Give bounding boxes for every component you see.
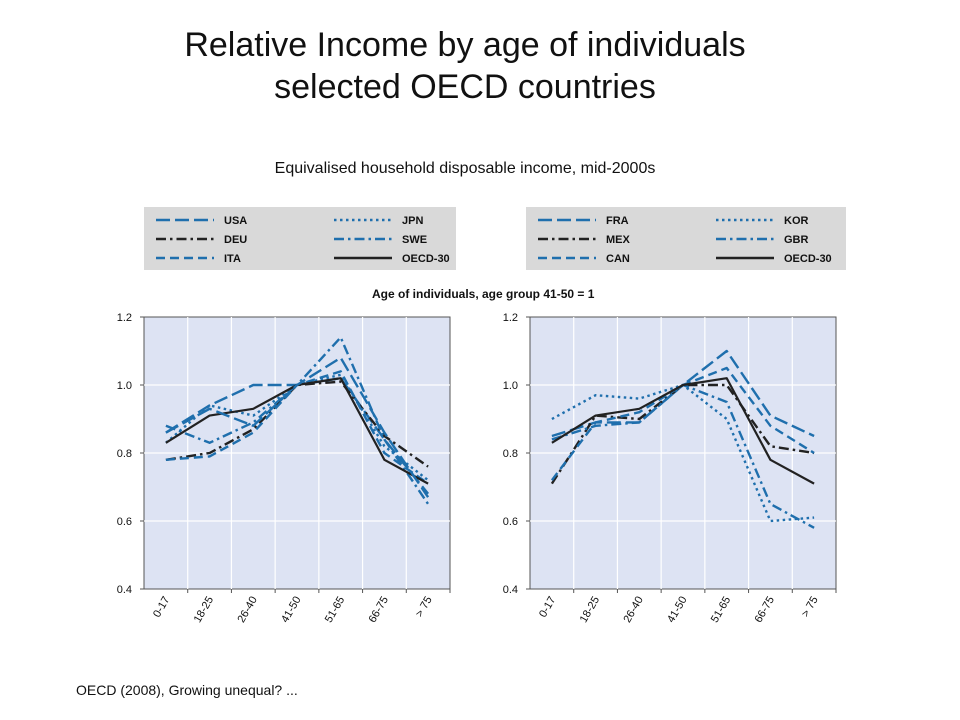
slide-title: Relative Income by age of individuals se…: [0, 24, 930, 108]
x-tick-label: > 75: [799, 595, 820, 620]
x-tick-label: 0-17: [537, 595, 558, 620]
series-line-oecd-30: [551, 377, 815, 485]
legend-label-ita: ITA: [224, 253, 241, 265]
series-line-unlabeled-6: [165, 356, 430, 498]
x-tick-label: 0-17: [151, 595, 172, 620]
legend-label-mex: MEX: [606, 234, 631, 246]
x-tick-label: 18-25: [578, 595, 602, 625]
y-tick-label: 0.8: [503, 448, 518, 460]
legend-label-kor: KOR: [784, 215, 809, 227]
y-tick-label: 0.8: [117, 448, 132, 460]
title-line-1: Relative Income by age of individuals: [184, 26, 746, 64]
x-tick-label: 41-50: [279, 595, 303, 625]
legend-label-gbr: GBR: [784, 234, 809, 246]
x-tick-label: 51-65: [323, 595, 347, 625]
x-tick-label: > 75: [413, 595, 434, 620]
y-tick-label: 0.6: [117, 516, 132, 528]
legend-label-usa: USA: [224, 215, 247, 227]
title-line-2: selected OECD countries: [274, 68, 656, 106]
legend-left: USA DEU ITA JPN SWE OECD-30: [144, 207, 456, 270]
x-tick-label: 66-75: [753, 595, 777, 625]
y-tick-label: 1.0: [503, 380, 518, 392]
y-tick-label: 1.2: [117, 312, 132, 324]
legend-label-deu: DEU: [224, 234, 247, 246]
x-tick-label: 66-75: [367, 595, 391, 625]
legend-label-fra: FRA: [606, 215, 629, 227]
axis-note: Age of individuals, age group 41-50 = 1: [372, 287, 595, 301]
x-tick-label: 18-25: [192, 595, 216, 625]
x-tick-label: 51-65: [709, 595, 733, 625]
legend-label-oecd-30: OECD-30: [402, 253, 450, 265]
legend-label-can: CAN: [606, 253, 630, 265]
chart-subtitle: Equivalised household disposable income,…: [274, 160, 656, 177]
series-line-jpn: [165, 373, 429, 482]
y-tick-label: 1.2: [503, 312, 518, 324]
chart-panel-left: 0.4 0.6 0.8 1.0 1.2 0-17 18-25 26-40 41-50 51-65 6…: [117, 312, 451, 625]
source-note: OECD (2008), Growing unequal? ...: [76, 682, 298, 698]
legend-right-svg: FRA MEX CAN KOR GBR OECD-30: [538, 215, 832, 265]
x-tick-label: 41-50: [665, 595, 689, 625]
legend-left-svg: USA DEU ITA JPN SWE OECD-30: [156, 215, 450, 265]
y-tick-label: 0.6: [503, 516, 518, 528]
legend-label-jpn: JPN: [402, 215, 423, 227]
legend-right: FRA MEX CAN KOR GBR OECD-30: [526, 207, 846, 270]
chart-panel-right: 0.4 0.6 0.8 1.0 1.2 0-17 18-25 26-40 41-50 51-65 6…: [503, 312, 837, 625]
y-tick-label: 0.4: [503, 584, 518, 596]
x-tick-label: 26-40: [621, 595, 645, 625]
legend-label-swe: SWE: [402, 234, 427, 246]
series-line-deu: [165, 380, 429, 468]
x-tick-label: 26-40: [235, 595, 259, 625]
y-tick-label: 0.4: [117, 584, 132, 596]
y-tick-label: 1.0: [117, 380, 132, 392]
legend-label-oecd-30: OECD-30: [784, 253, 832, 265]
